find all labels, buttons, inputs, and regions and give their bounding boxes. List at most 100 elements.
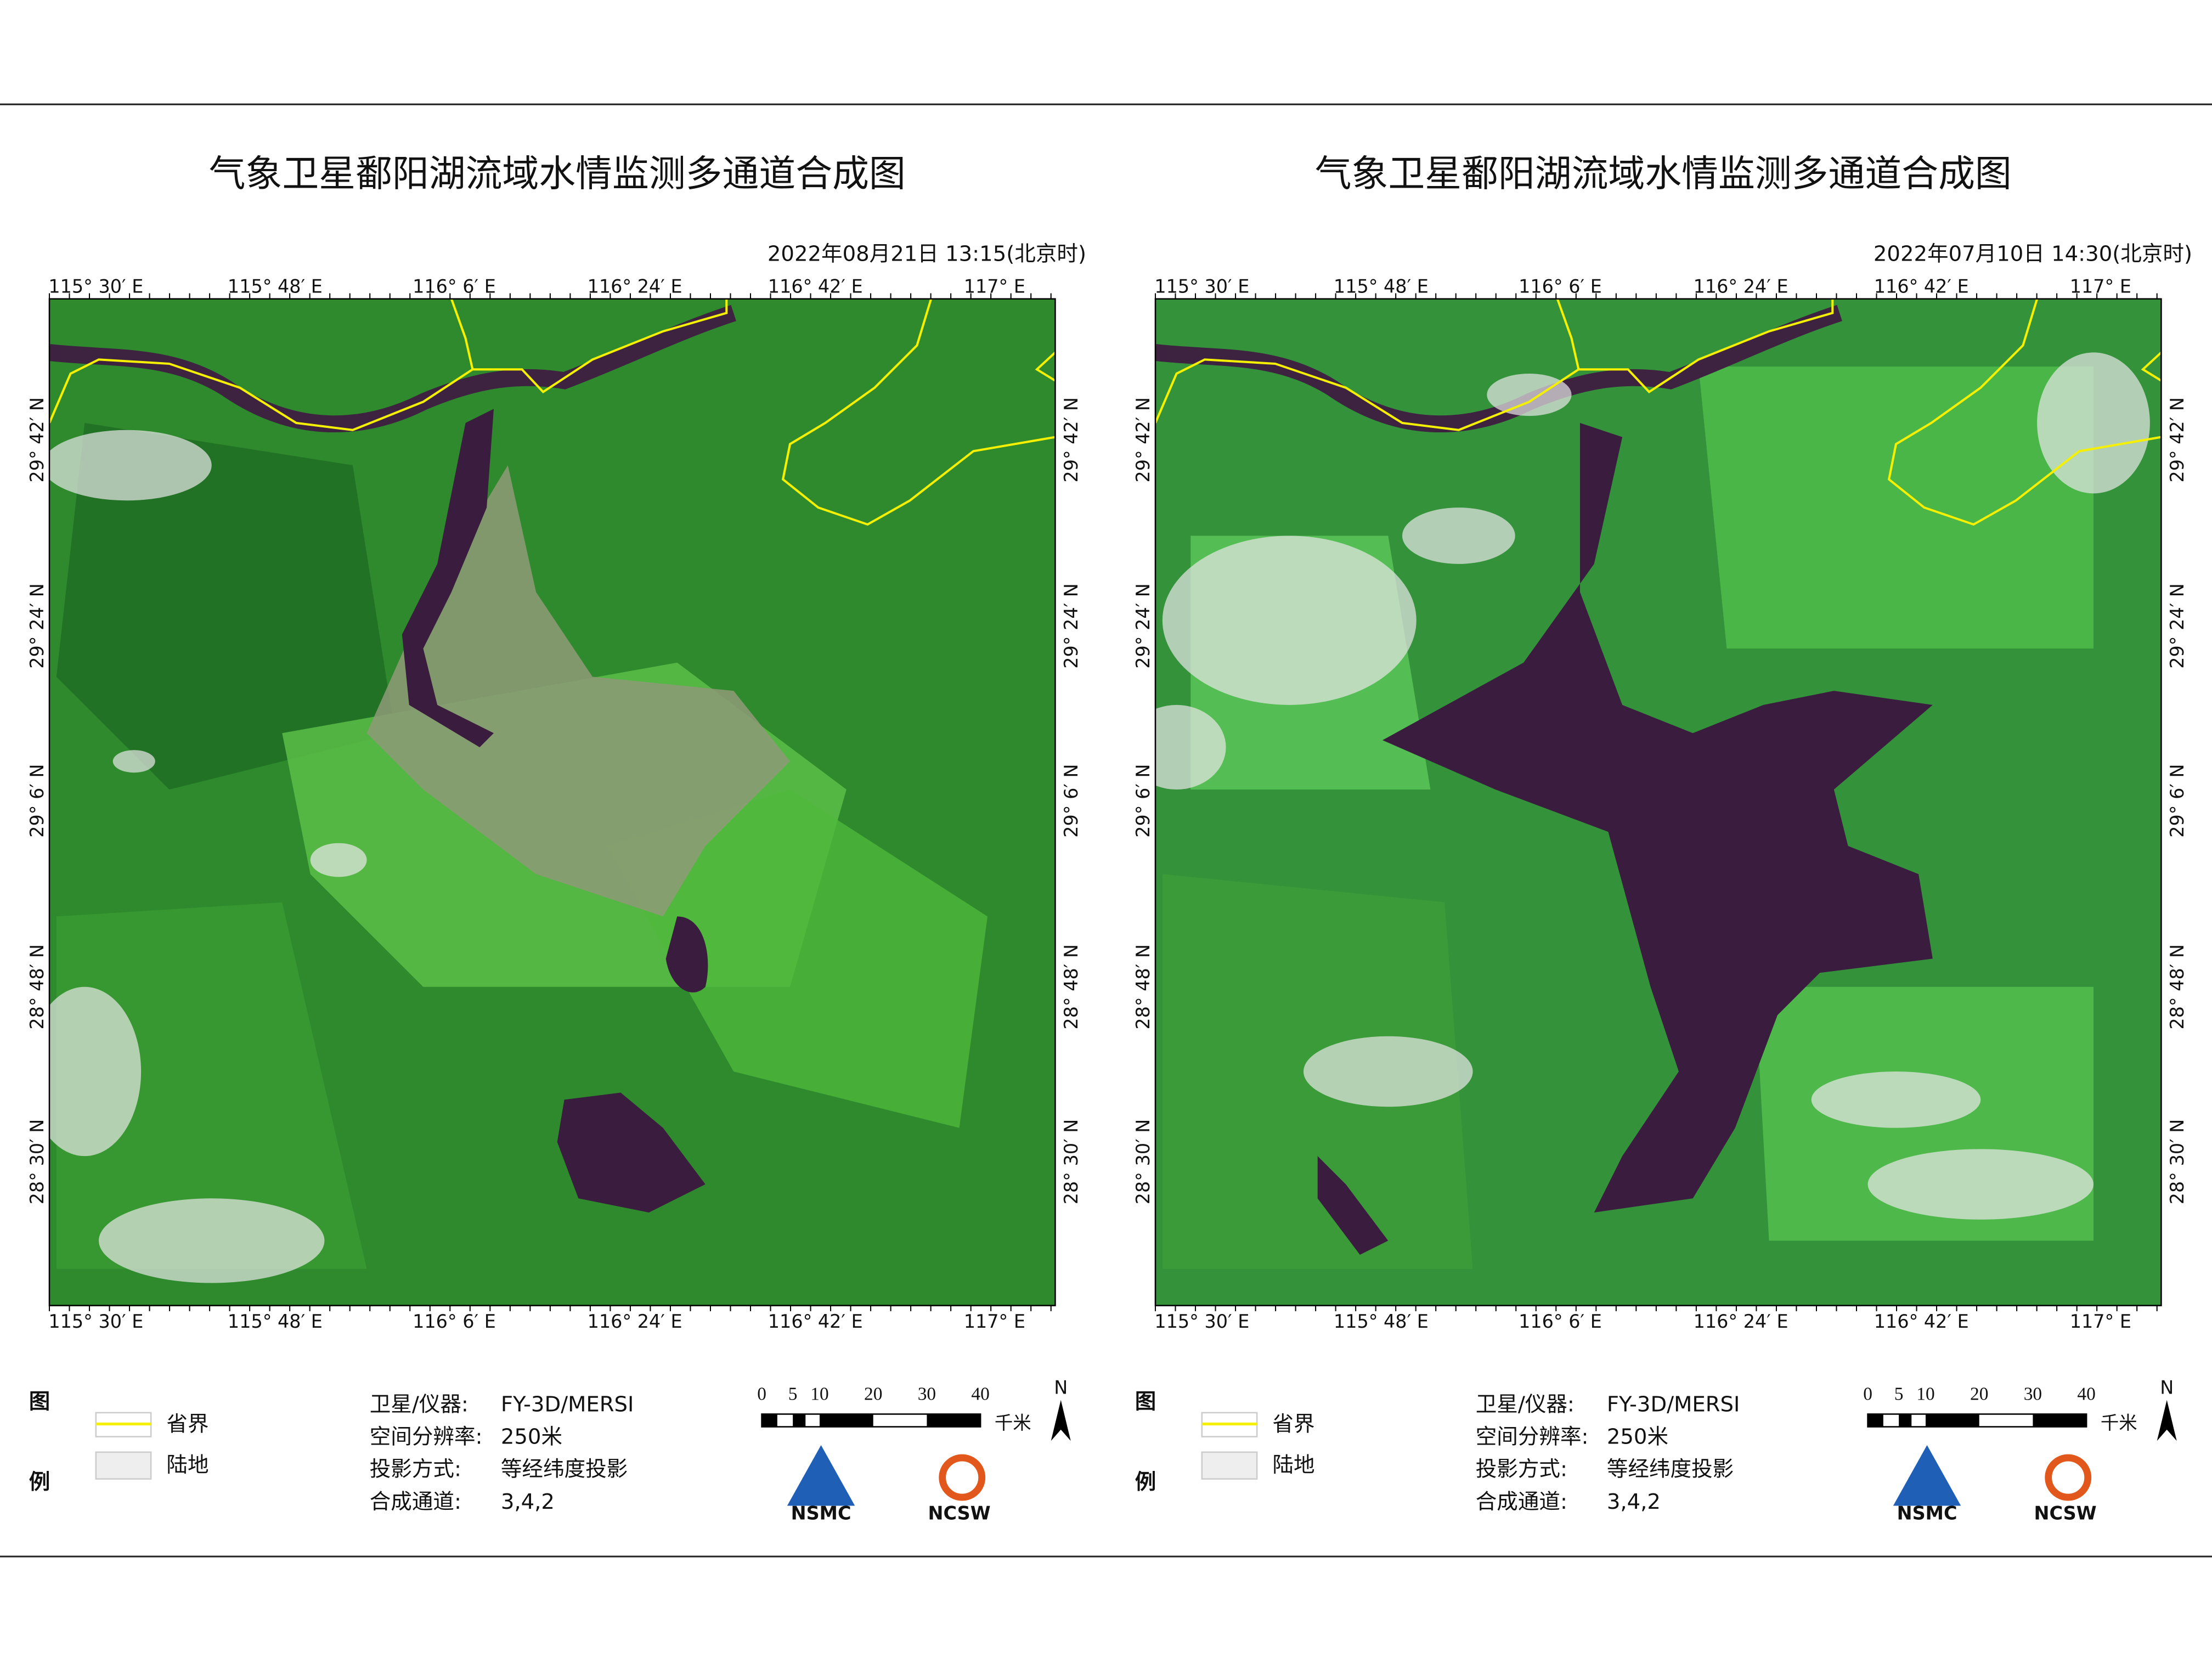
north-arrow	[1051, 1400, 1071, 1441]
water-body	[665, 916, 708, 992]
lon-label: 115° 30′ E	[48, 1311, 143, 1332]
water-body	[557, 1092, 706, 1213]
map-panel: 气象卫星鄱阳湖流域水情监测多通道合成图 2022年08月21日 13:15(北京时…	[26, 153, 1086, 1524]
lon-label: 115° 48′ E	[228, 1311, 323, 1332]
lat-label: 29° 42′ N	[1132, 397, 1154, 482]
north-label: N	[2160, 1377, 2174, 1398]
lat-label: 28° 30′ N	[2166, 1119, 2188, 1204]
land-patch	[606, 789, 988, 1128]
cloud	[112, 750, 155, 773]
lon-label: 115° 48′ E	[1334, 276, 1429, 297]
cloud	[310, 843, 367, 877]
scale-bar-segment	[1867, 1414, 1883, 1427]
info-label: 合成通道:	[1476, 1490, 1567, 1514]
lon-label: 116° 42′ E	[768, 276, 863, 297]
scale-tick-label: 30	[2024, 1384, 2042, 1405]
north-arrow	[2157, 1400, 2177, 1441]
scale-tick-label: 10	[810, 1384, 828, 1405]
province-border	[1556, 298, 1580, 370]
lat-label: 29° 42′ N	[1060, 397, 1082, 482]
lon-label: 116° 24′ E	[1694, 1311, 1788, 1332]
scale-bar-segment	[1926, 1414, 1979, 1427]
legend-heading: 例	[29, 1470, 50, 1495]
province-border	[781, 298, 1056, 526]
info-value: FY-3D/MERSI	[1607, 1392, 1740, 1417]
info-label: 投影方式:	[1476, 1457, 1567, 1482]
lon-label: 117° E	[2070, 276, 2131, 297]
scale-unit: 千米	[995, 1412, 1031, 1434]
lon-label: 116° 6′ E	[1519, 276, 1602, 297]
info-label: 空间分辨率:	[1476, 1425, 1589, 1450]
floodplain	[366, 465, 790, 917]
cloud	[1811, 1071, 1981, 1128]
lon-label: 116° 42′ E	[1874, 1311, 1969, 1332]
lon-label: 116° 42′ E	[1874, 276, 1969, 297]
map-frame	[48, 298, 1056, 1306]
province-border	[1155, 298, 1834, 431]
lat-label: 28° 48′ N	[1132, 944, 1154, 1029]
lat-label: 28° 48′ N	[26, 944, 48, 1029]
scale-tick-label: 30	[918, 1384, 936, 1405]
legend-heading: 例	[1135, 1470, 1156, 1495]
scale-bar-segment	[927, 1414, 981, 1427]
lat-label: 28° 30′ N	[1060, 1119, 1082, 1204]
cloud	[49, 986, 142, 1157]
scale-bar-segment	[1899, 1414, 1912, 1427]
info-label: 卫星/仪器:	[370, 1392, 469, 1417]
ncsw-logo	[2045, 1454, 2092, 1501]
cloud	[99, 1198, 325, 1283]
north-label: N	[1054, 1377, 1068, 1398]
info-value: 等经纬度投影	[501, 1457, 628, 1482]
lon-label: 116° 24′ E	[1694, 276, 1788, 297]
lat-label: 28° 30′ N	[1132, 1119, 1154, 1204]
water-body	[1317, 1156, 1389, 1255]
lat-label: 28° 48′ N	[1060, 944, 1082, 1029]
province-border	[2141, 351, 2162, 382]
map-panel: 气象卫星鄱阳湖流域水情监测多通道合成图 2022年07月10日 14:30(北京时…	[1132, 153, 2192, 1524]
legend-heading: 图	[29, 1389, 50, 1414]
lon-label: 116° 6′ E	[1519, 1311, 1602, 1332]
scale-tick-label: 40	[971, 1384, 989, 1405]
map-frame	[1154, 298, 2162, 1306]
lon-label: 115° 30′ E	[1154, 1311, 1249, 1332]
legend-label: 陆地	[1272, 1453, 1314, 1477]
lon-label: 116° 24′ E	[588, 276, 682, 297]
info-label: 投影方式:	[370, 1457, 461, 1482]
scale-tick-label: 5	[1894, 1384, 1904, 1405]
legend-label: 陆地	[166, 1453, 208, 1477]
lat-label: 29° 6′ N	[1132, 764, 1154, 837]
lon-label: 116° 6′ E	[413, 1311, 496, 1332]
water-body	[1383, 422, 1933, 1213]
lon-label: 115° 48′ E	[1334, 1311, 1429, 1332]
info-value: 等经纬度投影	[1607, 1457, 1734, 1482]
info-value: 250米	[501, 1425, 562, 1450]
nsmc-logo	[787, 1445, 855, 1506]
lon-label: 116° 24′ E	[588, 1311, 682, 1332]
lon-label: 117° E	[2070, 1311, 2131, 1332]
lon-label: 115° 30′ E	[48, 276, 143, 297]
legend-label: 省界	[166, 1412, 208, 1437]
lon-label: 117° E	[964, 1311, 1025, 1332]
land-patch	[56, 422, 396, 790]
legend-swatch	[95, 1451, 152, 1480]
cloud	[1304, 1036, 1473, 1107]
scale-tick-label: 40	[2077, 1384, 2095, 1405]
satellite-image	[49, 298, 1056, 1306]
scale-bar-segment	[2033, 1414, 2087, 1427]
cloud	[1867, 1149, 2094, 1220]
panel-title: 气象卫星鄱阳湖流域水情监测多通道合成图	[1315, 153, 2012, 195]
panel-datetime: 2022年08月21日 13:15(北京时)	[768, 242, 1086, 267]
scale-tick-label: 10	[1916, 1384, 1934, 1405]
info-value: FY-3D/MERSI	[501, 1392, 634, 1417]
lat-label: 29° 24′ N	[1132, 583, 1154, 668]
lon-label: 117° E	[964, 276, 1025, 297]
satellite-image	[1155, 298, 2162, 1306]
panel-title: 气象卫星鄱阳湖流域水情监测多通道合成图	[209, 153, 906, 195]
lat-label: 29° 24′ N	[1060, 583, 1082, 668]
cloud	[1402, 507, 1515, 564]
logo-label: NCSW	[928, 1502, 991, 1524]
lat-label: 29° 6′ N	[26, 764, 48, 837]
logo-label: NSMC	[791, 1502, 851, 1524]
scale-unit: 千米	[2101, 1412, 2137, 1434]
